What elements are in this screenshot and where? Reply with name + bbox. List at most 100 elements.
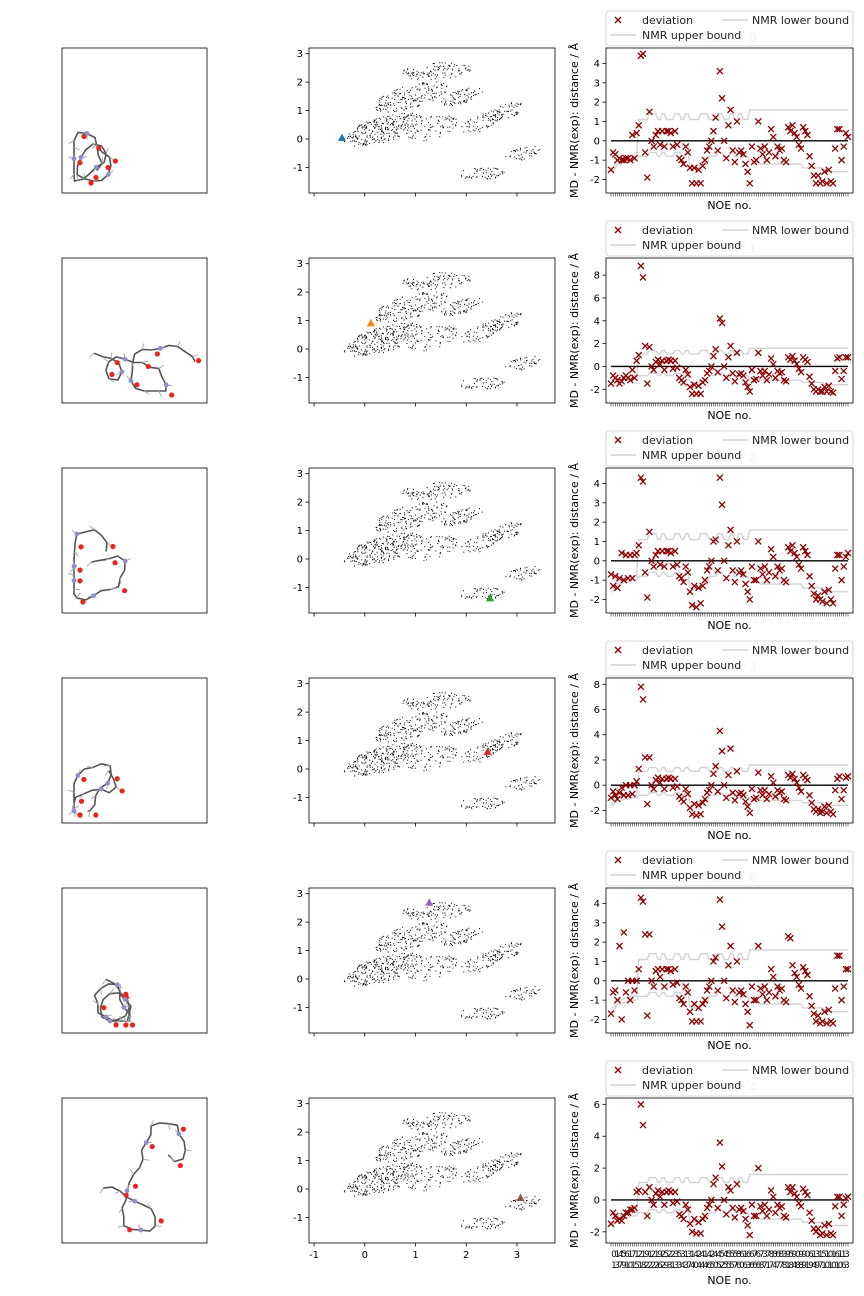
deviation-point xyxy=(744,588,752,596)
deviation-point xyxy=(684,370,692,378)
deviation-plot-area xyxy=(606,1098,853,1243)
deviation-ytick-label: -2 xyxy=(590,385,600,396)
molecule-backbone xyxy=(73,131,112,182)
deviation-point xyxy=(835,1193,843,1201)
noe-xtick-label: 3 xyxy=(746,1261,751,1271)
noe-xtick-label: 1 xyxy=(805,1261,810,1271)
legend-lower-label: NMR lower bound xyxy=(752,644,849,657)
embedding-ytick-label: 0 xyxy=(297,1184,303,1195)
deviation-point xyxy=(663,127,670,135)
deviation-point xyxy=(690,1215,698,1223)
deviation-point xyxy=(763,996,771,1004)
embedding-panel: -1 0 1 2 3 xyxy=(293,257,556,407)
oxygen-atom xyxy=(77,578,83,584)
deviation-point xyxy=(763,795,771,803)
noe-xtick-label: 5 xyxy=(821,1250,826,1260)
legend-deviation-marker xyxy=(614,1066,622,1074)
deviation-point xyxy=(688,601,696,609)
deviation-ytick-label: 3 xyxy=(594,918,600,929)
deviation-x-axis-label: NOE no. xyxy=(707,619,751,632)
deviation-point xyxy=(635,1186,643,1194)
deviation-point xyxy=(814,592,822,600)
cluster-position-marker xyxy=(337,133,346,142)
noe-xtick-label: 0 xyxy=(805,1250,810,1260)
noe-xtick-label: 3 xyxy=(782,1250,787,1260)
deviation-point xyxy=(774,1201,782,1209)
nmr-lower-bound-line xyxy=(611,151,848,173)
deviation-point xyxy=(724,961,732,969)
deviation-ytick-label: 2 xyxy=(594,518,600,529)
deviation-point xyxy=(611,572,619,580)
deviation-point xyxy=(635,351,643,359)
deviation-point xyxy=(821,803,828,811)
noe-xtick-label: 9 xyxy=(802,1261,807,1271)
molecule-side-bonds xyxy=(68,525,131,599)
deviation-point xyxy=(607,1010,615,1018)
deviation-point xyxy=(656,1193,664,1201)
deviation-point xyxy=(650,366,658,374)
deviation-point xyxy=(797,368,805,376)
deviation-point xyxy=(833,952,841,960)
deviation-point xyxy=(825,1220,833,1228)
nmr-lower-bound-line xyxy=(611,991,848,1013)
deviation-point xyxy=(765,568,773,576)
deviation-point xyxy=(682,366,690,374)
deviation-point xyxy=(789,352,796,360)
deviation-point xyxy=(803,971,811,979)
deviation-point xyxy=(744,1222,752,1229)
deviation-point xyxy=(673,561,681,569)
embedding-ytick-label: 3 xyxy=(297,1099,303,1110)
deviation-point xyxy=(631,781,638,789)
embedding-xtick-label: 1 xyxy=(412,1250,418,1261)
deviation-xtick-marks xyxy=(610,823,849,827)
deviation-point xyxy=(803,776,811,784)
legend-box xyxy=(605,640,854,677)
embedding-frame xyxy=(308,1097,556,1244)
deviation-point xyxy=(818,808,826,816)
noe-xtick-label: 8 xyxy=(759,1261,764,1271)
deviation-point xyxy=(643,1012,651,1020)
nitrogen-atom xyxy=(122,558,128,564)
deviation-frame xyxy=(605,677,854,824)
deviation-point xyxy=(729,567,737,574)
noe-xtick-label: 6 xyxy=(624,1250,629,1260)
deviation-point xyxy=(699,162,707,170)
deviation-point xyxy=(789,770,796,778)
noe-xtick-label: 1 xyxy=(647,1250,652,1260)
noe-xtick-label: 9 xyxy=(815,1261,820,1271)
deviation-point xyxy=(667,129,675,137)
deviation-point xyxy=(703,987,711,994)
deviation-point xyxy=(763,576,771,584)
deviation-point xyxy=(808,162,816,170)
figure-row-0: -1 0 1 2 3 -2 -1 0 1 2 3 4 NOE no. MD - NMR(exp): dis… xyxy=(61,10,854,212)
deviation-point xyxy=(774,563,782,571)
noe-xtick-label: 1 xyxy=(641,1250,646,1260)
deviation-point xyxy=(733,958,741,965)
deviation-point xyxy=(729,1204,737,1212)
deviation-point xyxy=(844,965,852,973)
oxygen-atom xyxy=(169,392,175,398)
deviation-point xyxy=(842,129,850,137)
deviation-point xyxy=(660,366,668,374)
deviation-point xyxy=(739,372,747,380)
deviation-point xyxy=(767,545,775,553)
deviation-point xyxy=(684,148,692,156)
embedding-ytick-label: -1 xyxy=(293,1213,303,1224)
deviation-point xyxy=(697,599,705,607)
deviation-point xyxy=(752,1212,760,1220)
noe-xtick-label: 8 xyxy=(736,1250,741,1260)
noe-xtick-label: 7 xyxy=(687,1261,692,1271)
deviation-xtick-marks xyxy=(610,1033,849,1037)
deviation-point xyxy=(650,563,658,571)
deviation-point xyxy=(821,1008,828,1016)
deviation-point xyxy=(639,898,647,905)
deviation-point xyxy=(799,123,807,131)
embedding-frame xyxy=(308,467,556,614)
nitrogen-atom xyxy=(74,531,80,537)
noe-xtick-label: 1 xyxy=(611,1261,616,1271)
deviation-point xyxy=(720,557,728,565)
deviation-point xyxy=(771,572,779,580)
deviation-point xyxy=(765,1206,773,1213)
deviation-point xyxy=(769,133,777,141)
deviation-point xyxy=(714,147,722,154)
